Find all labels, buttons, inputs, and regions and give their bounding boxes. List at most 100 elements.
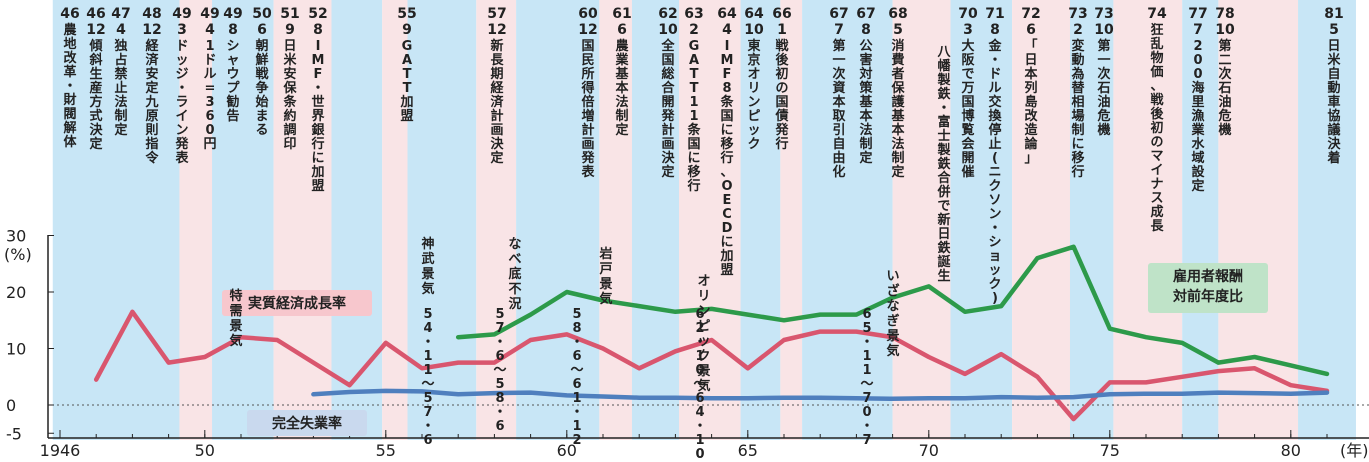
event-char: 油 bbox=[1097, 94, 1110, 110]
boom-period-char: 6 bbox=[862, 307, 871, 322]
unemployment-line bbox=[311, 388, 1330, 402]
event-char: 傾 bbox=[88, 38, 103, 54]
boom-period-char: 1 bbox=[572, 419, 581, 434]
event-char: 換 bbox=[988, 108, 1002, 124]
event-char: 移 bbox=[1071, 150, 1084, 166]
event-date: 10 bbox=[1094, 22, 1114, 38]
event-char: 法 bbox=[859, 122, 872, 138]
event-char: 幡 bbox=[937, 58, 950, 74]
boom-period-char: ・ bbox=[493, 405, 506, 420]
event-char: 閥 bbox=[63, 107, 76, 122]
event-char: 合 bbox=[937, 170, 951, 186]
period-band bbox=[1113, 0, 1183, 440]
boom-period-char: 8 bbox=[572, 321, 581, 336]
event-char: 石 bbox=[1217, 81, 1231, 96]
event-char: 本 bbox=[615, 80, 628, 96]
event-char: 本 bbox=[832, 94, 845, 110]
event-char: イ bbox=[175, 109, 188, 124]
event-char: 日 bbox=[1024, 53, 1037, 68]
event-char: 害 bbox=[859, 52, 872, 68]
event-char: T bbox=[403, 81, 412, 96]
event-char: 覧 bbox=[960, 122, 974, 138]
event-char: 定 bbox=[858, 150, 872, 166]
event-char: 議 bbox=[1327, 122, 1340, 138]
event-char: 公 bbox=[859, 39, 872, 54]
event-char: 九 bbox=[144, 95, 158, 110]
event-char: に bbox=[687, 151, 700, 166]
event-char: 告 bbox=[226, 108, 239, 124]
event-date: 46 bbox=[60, 6, 79, 22]
y-tick-label: 10 bbox=[6, 340, 26, 359]
event-char: 行 bbox=[1070, 164, 1084, 180]
period-band bbox=[52, 0, 180, 440]
x-unit-label: (年) bbox=[1340, 441, 1369, 460]
period-band bbox=[780, 0, 803, 440]
event-date: 8 bbox=[861, 22, 871, 38]
event-char: 本 bbox=[1024, 66, 1037, 82]
event-char: 長 bbox=[1150, 219, 1164, 234]
event-char: 農 bbox=[615, 38, 629, 54]
event-date: 74 bbox=[1147, 6, 1167, 22]
x-tick-label: 70 bbox=[919, 441, 939, 460]
event-char: 定 bbox=[144, 80, 158, 96]
event-char: 本 bbox=[891, 122, 904, 138]
event-char: 次 bbox=[1218, 66, 1231, 82]
x-tick-label: 1946 bbox=[40, 441, 81, 460]
event-char: 狂 bbox=[1150, 22, 1163, 38]
boom-name-char: ッ bbox=[697, 334, 710, 349]
event-char: 士 bbox=[937, 128, 950, 144]
event-date: 55 bbox=[397, 6, 416, 22]
boom-period-char: 1 bbox=[423, 349, 432, 364]
event-char: 基 bbox=[614, 66, 629, 82]
period-band bbox=[382, 0, 408, 440]
event-date: 6 bbox=[1026, 22, 1036, 38]
event-date: 7 bbox=[1193, 22, 1203, 38]
boom-name-char: 需 bbox=[229, 304, 242, 319]
event-char: 定 bbox=[890, 164, 904, 180]
event-char: O bbox=[721, 179, 732, 194]
unemployment-label-box bbox=[247, 410, 367, 436]
event-char: 解 bbox=[62, 120, 76, 136]
boom-name-char: ぎ bbox=[886, 313, 899, 329]
event-char: 8 bbox=[722, 81, 731, 96]
event-char: 化 bbox=[832, 164, 845, 180]
event-char: 計 bbox=[581, 122, 594, 138]
event-char: 「 bbox=[1024, 38, 1037, 54]
event-char: 機 bbox=[1097, 122, 1110, 138]
event-char: ウ bbox=[226, 67, 239, 82]
event-char: 制 bbox=[859, 136, 872, 152]
event-char: 移 bbox=[687, 164, 700, 180]
x-tick-label: 50 bbox=[195, 441, 215, 460]
event-date: 63 bbox=[684, 6, 703, 22]
boom-period-char: 〜 bbox=[860, 377, 873, 392]
event-char: ソ bbox=[988, 193, 1001, 208]
y-tick-label: 30 bbox=[6, 227, 26, 246]
event-char: 会 bbox=[961, 136, 975, 152]
event-char: ・ bbox=[63, 79, 76, 94]
event-date: 9 bbox=[402, 22, 412, 38]
boom-period-char: ・ bbox=[493, 335, 506, 350]
event-char: 新 bbox=[490, 38, 503, 54]
boom-period-char: 6 bbox=[495, 419, 504, 434]
event-date: 12 bbox=[142, 22, 161, 38]
event-char: ・ bbox=[937, 101, 950, 116]
event-date: 52 bbox=[308, 6, 327, 22]
event-char: A bbox=[402, 53, 412, 68]
event-char: 定 bbox=[1190, 178, 1204, 194]
boom-name-char: 気 bbox=[599, 291, 612, 307]
event-char: 国 bbox=[720, 109, 733, 124]
event-char: 日 bbox=[283, 39, 296, 54]
event-char: 決 bbox=[490, 136, 504, 152]
period-band bbox=[679, 0, 741, 440]
event-char: 誕 bbox=[937, 254, 951, 270]
event-char: 6 bbox=[205, 109, 214, 124]
event-char: 取 bbox=[832, 109, 846, 124]
event-char: 」 bbox=[1024, 151, 1037, 166]
event-char: プ bbox=[226, 81, 240, 96]
